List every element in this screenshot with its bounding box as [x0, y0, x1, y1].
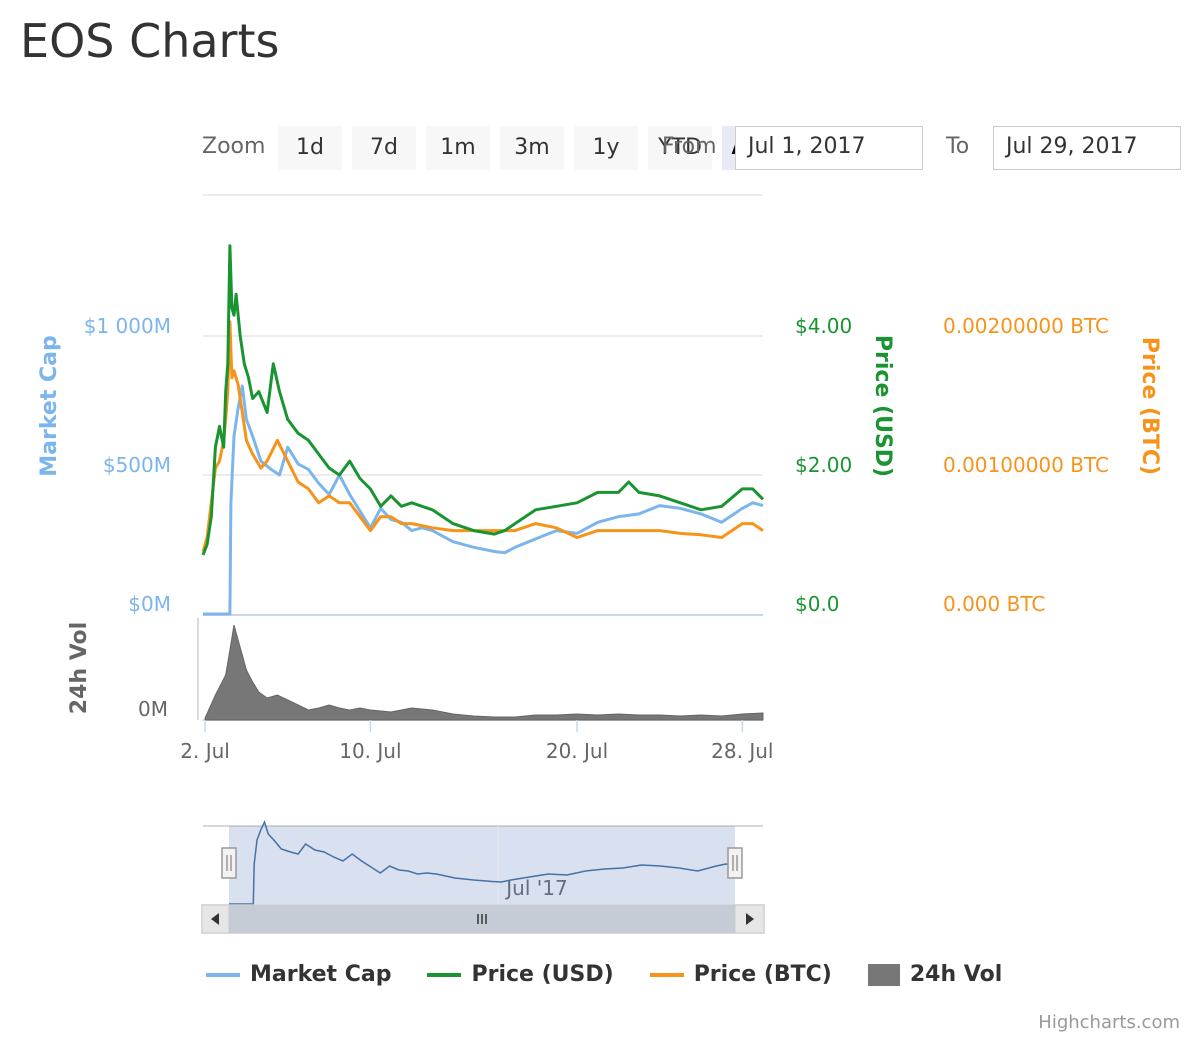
- market-cap-tick-0: $0M: [128, 592, 171, 616]
- legend-label-market-cap: Market Cap: [250, 962, 392, 987]
- scrollbar-right-button: [734, 904, 765, 934]
- legend-item-price-usd[interactable]: Price (USD): [427, 962, 614, 987]
- navigator-right-handle[interactable]: [727, 847, 743, 879]
- from-date-input[interactable]: Jul 1, 2017: [735, 126, 923, 170]
- legend-item-market-cap[interactable]: Market Cap: [206, 962, 391, 987]
- price-btc-tick-0: 0.000 BTC: [943, 592, 1045, 616]
- zoom-1d-button[interactable]: 1d: [278, 126, 342, 170]
- volume-tick-0: 0M: [138, 697, 168, 721]
- zoom-1m-button[interactable]: 1m: [426, 126, 490, 170]
- price-usd-axis-title: Price (USD): [870, 335, 895, 477]
- x-tick-label-1: 10. Jul: [339, 739, 401, 763]
- handle-box: [221, 847, 237, 879]
- zoom-label: Zoom: [202, 134, 266, 159]
- legend-item-volume[interactable]: 24h Vol: [867, 962, 1003, 987]
- market-cap-axis-title: Market Cap: [37, 335, 62, 476]
- price-usd-tick-1: $2.00: [795, 453, 852, 477]
- legend-symbol-price-btc: [649, 972, 684, 977]
- price-btc-tick-2: 0.00200000 BTC: [943, 314, 1109, 338]
- handle-box: [727, 847, 743, 879]
- from-label: From: [662, 134, 717, 159]
- scroll-left-arrow-icon: [211, 913, 219, 925]
- volume-area: [204, 624, 764, 721]
- legend-label-volume: 24h Vol: [909, 962, 1003, 987]
- price-btc-axis-title: Price (BTC): [1137, 337, 1162, 475]
- credits-link[interactable]: Highcharts.com: [1038, 1012, 1180, 1033]
- legend-symbol-volume: [867, 963, 900, 986]
- market-cap-tick-2: $1 000M: [84, 314, 171, 338]
- price-usd-tick-0: $0.0: [795, 592, 840, 616]
- x-tick-label-0: 2. Jul: [180, 739, 230, 763]
- price-btc-line: [201, 320, 764, 552]
- price-btc-tick-1: 0.00100000 BTC: [943, 453, 1109, 477]
- legend-symbol-market-cap: [206, 972, 240, 977]
- scroll-right-arrow-icon: [746, 913, 754, 925]
- legend-label-price-usd: Price (USD): [471, 962, 614, 987]
- zoom-3m-button[interactable]: 3m: [500, 126, 564, 170]
- navigator-scrollbar[interactable]: [201, 904, 765, 934]
- zoom-7d-button[interactable]: 7d: [352, 126, 416, 170]
- navigator-left-handle[interactable]: [221, 847, 237, 879]
- market-cap-tick-1: $500M: [103, 453, 171, 477]
- price-usd-tick-2: $4.00: [795, 314, 852, 338]
- navigator-mask: [229, 826, 735, 904]
- legend-item-price-btc[interactable]: Price (BTC): [649, 962, 832, 987]
- page-title: EOS Charts: [20, 14, 280, 68]
- legend-label-price-btc: Price (BTC): [693, 962, 832, 987]
- x-tick-label-2: 20. Jul: [546, 739, 608, 763]
- x-tick-label-3: 28. Jul: [711, 739, 773, 763]
- to-date-input[interactable]: Jul 29, 2017: [993, 126, 1181, 170]
- to-label: To: [946, 134, 970, 159]
- navigator-series: [229, 819, 736, 905]
- zoom-1y-button[interactable]: 1y: [574, 126, 638, 170]
- legend: Market Cap Price (USD) Price (BTC) 24h V…: [206, 962, 1002, 987]
- legend-symbol-price-usd: [427, 972, 462, 977]
- price-usd-line: [201, 244, 765, 556]
- zoom-ytd-button[interactable]: YTD: [648, 126, 712, 170]
- volume-axis-title: 24h Vol: [67, 622, 92, 714]
